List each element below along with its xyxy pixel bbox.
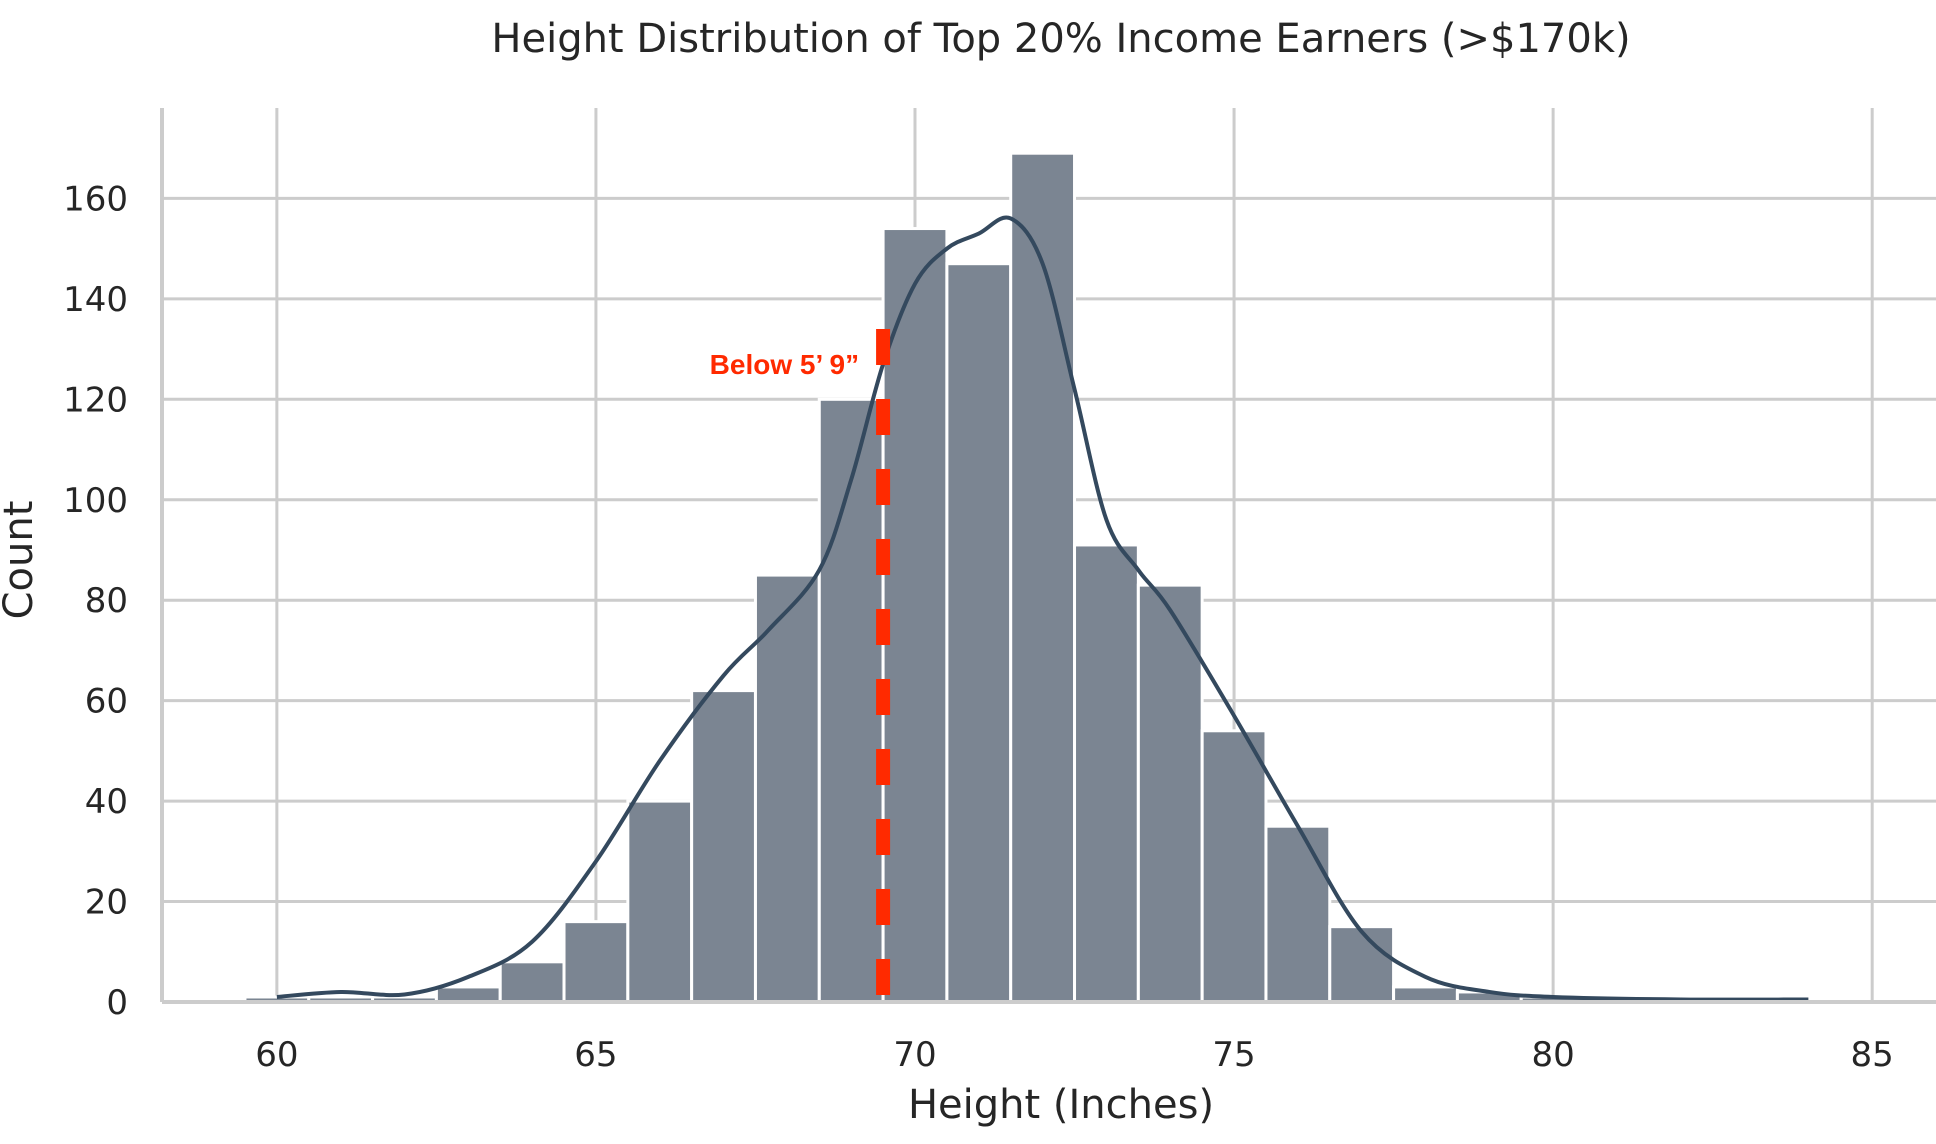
histogram-bar	[626, 799, 694, 1004]
y-tick-label: 20	[85, 883, 128, 923]
kde-curve	[276, 215, 1809, 1002]
x-tick-label: 85	[1851, 1035, 1894, 1075]
histogram-bar	[753, 573, 821, 1004]
y-tick-label: 160	[63, 179, 128, 219]
x-tick-label: 65	[574, 1035, 617, 1075]
histogram-bar	[1009, 151, 1077, 1004]
y-tick-label: 140	[63, 280, 128, 320]
histogram-bar	[1264, 824, 1332, 1004]
histogram-bar	[881, 227, 949, 1004]
histogram-bar	[1073, 543, 1140, 1004]
kde-curve-group	[276, 215, 1809, 1002]
tick-labels: 60 65 70 75 80 85 0 20 40 60 80 100 120 140 160	[63, 179, 1894, 1075]
y-tick-label: 40	[85, 782, 128, 822]
y-tick-label: 120	[63, 380, 128, 420]
histogram-bar	[817, 397, 885, 1004]
histogram-bar	[434, 985, 502, 1004]
chart-title: Height Distribution of Top 20% Income Ea…	[491, 16, 1630, 62]
histogram-bars	[243, 151, 1842, 1004]
axes	[160, 108, 1936, 1004]
histogram-bar	[690, 689, 757, 1004]
histogram-bar	[1200, 729, 1268, 1004]
x-tick-label: 60	[255, 1035, 298, 1075]
x-tick-label: 75	[1212, 1035, 1255, 1075]
histogram-bar	[562, 920, 630, 1004]
y-tick-label: 100	[63, 481, 128, 521]
reference-line-label: Below 5’ 9”	[710, 349, 859, 380]
y-tick-label: 0	[106, 983, 128, 1023]
reference-line-group: Below 5’ 9”	[710, 328, 891, 1002]
histogram-bar	[498, 960, 566, 1004]
histogram-bar	[945, 262, 1013, 1004]
y-axis-title: Count	[0, 501, 42, 620]
x-tick-label: 70	[893, 1035, 936, 1075]
y-tick-label: 80	[85, 581, 128, 621]
y-tick-label: 60	[85, 682, 128, 722]
histogram-bar	[1392, 985, 1459, 1004]
x-axis-title: Height (Inches)	[908, 1082, 1214, 1128]
histogram-bar	[1328, 925, 1396, 1004]
x-tick-label: 80	[1531, 1035, 1574, 1075]
